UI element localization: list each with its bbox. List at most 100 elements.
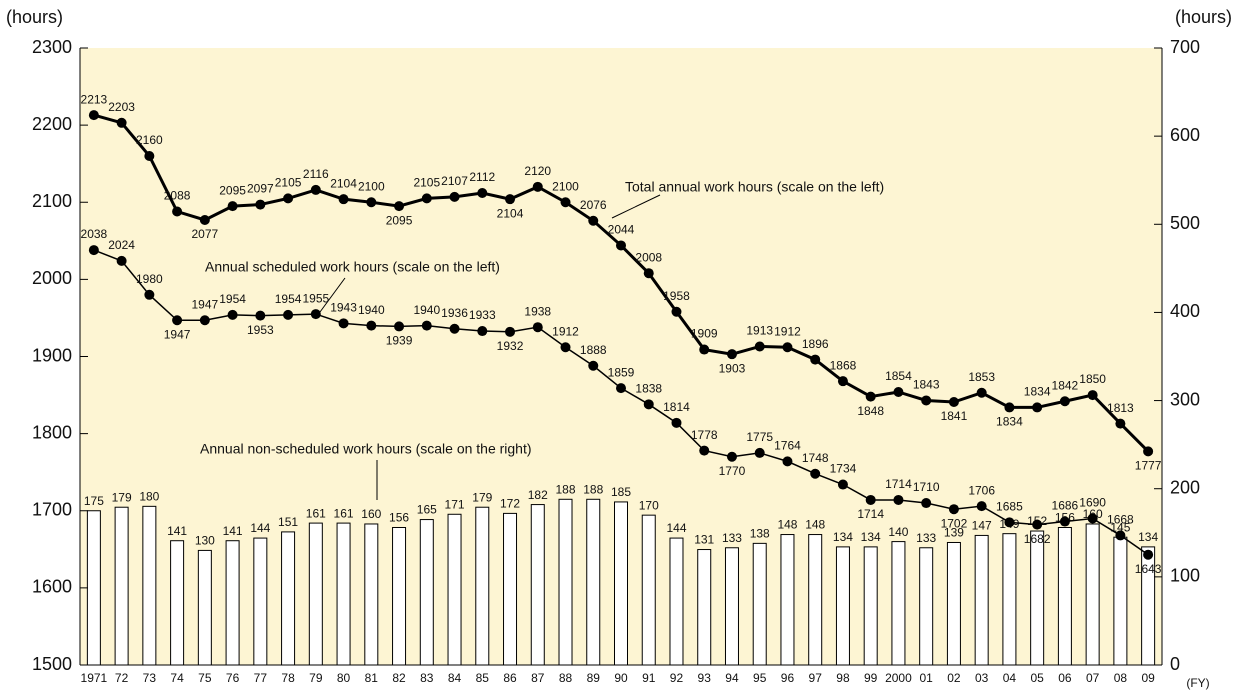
- data-label: 151: [278, 515, 298, 529]
- data-label: 134: [861, 530, 881, 544]
- data-label: 2112: [469, 170, 495, 184]
- point: [616, 383, 626, 394]
- x-tick-label: 72: [115, 671, 129, 685]
- data-label: 160: [361, 507, 381, 521]
- data-label: 1932: [497, 339, 524, 353]
- bar: [974, 534, 989, 666]
- bar: [447, 513, 462, 666]
- point: [810, 354, 821, 365]
- bar: [919, 547, 934, 666]
- x-tick-label: 07: [1086, 671, 1100, 685]
- bar: [614, 501, 628, 666]
- data-label: 2120: [524, 164, 551, 178]
- bar: [697, 549, 712, 666]
- point: [227, 201, 238, 212]
- point: [366, 197, 377, 208]
- point: [394, 201, 405, 212]
- data-label: 1770: [719, 464, 746, 478]
- data-label: 1841: [941, 409, 968, 423]
- data-label: 1775: [746, 430, 773, 444]
- data-label: 2100: [552, 179, 579, 193]
- data-label: 1947: [164, 327, 191, 341]
- data-label: 145: [1110, 520, 1130, 534]
- point: [782, 342, 793, 353]
- data-label: 148: [805, 518, 825, 532]
- data-label: 134: [1138, 530, 1158, 544]
- bar: [863, 546, 878, 666]
- x-tick-label: 79: [309, 671, 323, 685]
- y2-tick-label: 600: [1170, 125, 1200, 145]
- series-annotation: Total annual work hours (scale on the le…: [625, 179, 884, 195]
- data-label: 1912: [774, 324, 801, 338]
- point: [837, 479, 848, 490]
- data-label: 179: [472, 490, 492, 504]
- x-tick-label: 1971: [81, 671, 108, 685]
- y-tick-label: 2100: [32, 191, 72, 211]
- data-label: 1706: [968, 483, 995, 497]
- data-label: 1940: [413, 303, 440, 317]
- data-label: 2203: [108, 100, 135, 114]
- data-label: 139: [944, 526, 964, 540]
- point: [116, 117, 127, 128]
- data-label: 1710: [913, 480, 940, 494]
- x-tick-label: 75: [198, 671, 212, 685]
- point: [1032, 402, 1043, 413]
- point: [144, 289, 155, 300]
- data-label: 1714: [857, 507, 884, 521]
- data-label: 2107: [441, 174, 468, 188]
- y2-tick-label: 0: [1170, 654, 1180, 674]
- data-label: 1938: [524, 304, 551, 318]
- data-label: 1842: [1052, 378, 1079, 392]
- x-tick-label: 98: [836, 671, 850, 685]
- bar: [558, 498, 573, 666]
- y-tick-label: 1900: [32, 345, 72, 365]
- point: [310, 309, 321, 320]
- data-label: 2104: [497, 206, 524, 220]
- x-tick-label: 2000: [885, 671, 912, 685]
- bar: [253, 537, 268, 666]
- bar: [1030, 530, 1045, 666]
- data-label: 1843: [913, 378, 940, 392]
- data-label: 2044: [608, 223, 635, 237]
- data-label: 2076: [580, 198, 607, 212]
- point: [671, 417, 682, 428]
- data-label: 1859: [608, 365, 635, 379]
- x-tick-label: 04: [1003, 671, 1017, 685]
- point: [449, 191, 460, 202]
- bar: [808, 534, 823, 666]
- data-label: 1913: [746, 324, 773, 338]
- data-label: 141: [167, 524, 187, 538]
- point: [893, 386, 904, 397]
- data-label: 134: [833, 530, 853, 544]
- point: [1004, 517, 1015, 528]
- x-tick-label: 92: [670, 671, 684, 685]
- x-tick-label: 03: [975, 671, 989, 685]
- data-label: 2160: [136, 133, 163, 147]
- point: [976, 501, 987, 512]
- point: [1087, 390, 1098, 401]
- point: [310, 184, 321, 195]
- data-label: 2038: [81, 227, 108, 241]
- data-label: 182: [528, 488, 548, 502]
- data-label: 171: [445, 497, 465, 511]
- y2-tick-label: 700: [1170, 37, 1200, 57]
- data-label: 140: [888, 525, 908, 539]
- data-label: 1813: [1107, 401, 1134, 415]
- point: [421, 320, 432, 331]
- point: [532, 322, 543, 333]
- y2-tick-label: 400: [1170, 301, 1200, 321]
- x-tick-label: 84: [448, 671, 462, 685]
- data-label: 1912: [552, 324, 579, 338]
- series-annotation: Annual scheduled work hours (scale on th…: [205, 259, 500, 275]
- point: [837, 376, 848, 387]
- point: [948, 504, 959, 515]
- y-tick-label: 2000: [32, 268, 72, 288]
- x-tick-label: 93: [698, 671, 712, 685]
- bar: [419, 519, 434, 666]
- data-label: 1668: [1107, 513, 1134, 527]
- data-label: 1936: [441, 306, 468, 320]
- data-label: 1834: [1024, 385, 1051, 399]
- data-label: 156: [389, 511, 409, 525]
- point: [643, 399, 654, 410]
- x-tick-label: 88: [559, 671, 573, 685]
